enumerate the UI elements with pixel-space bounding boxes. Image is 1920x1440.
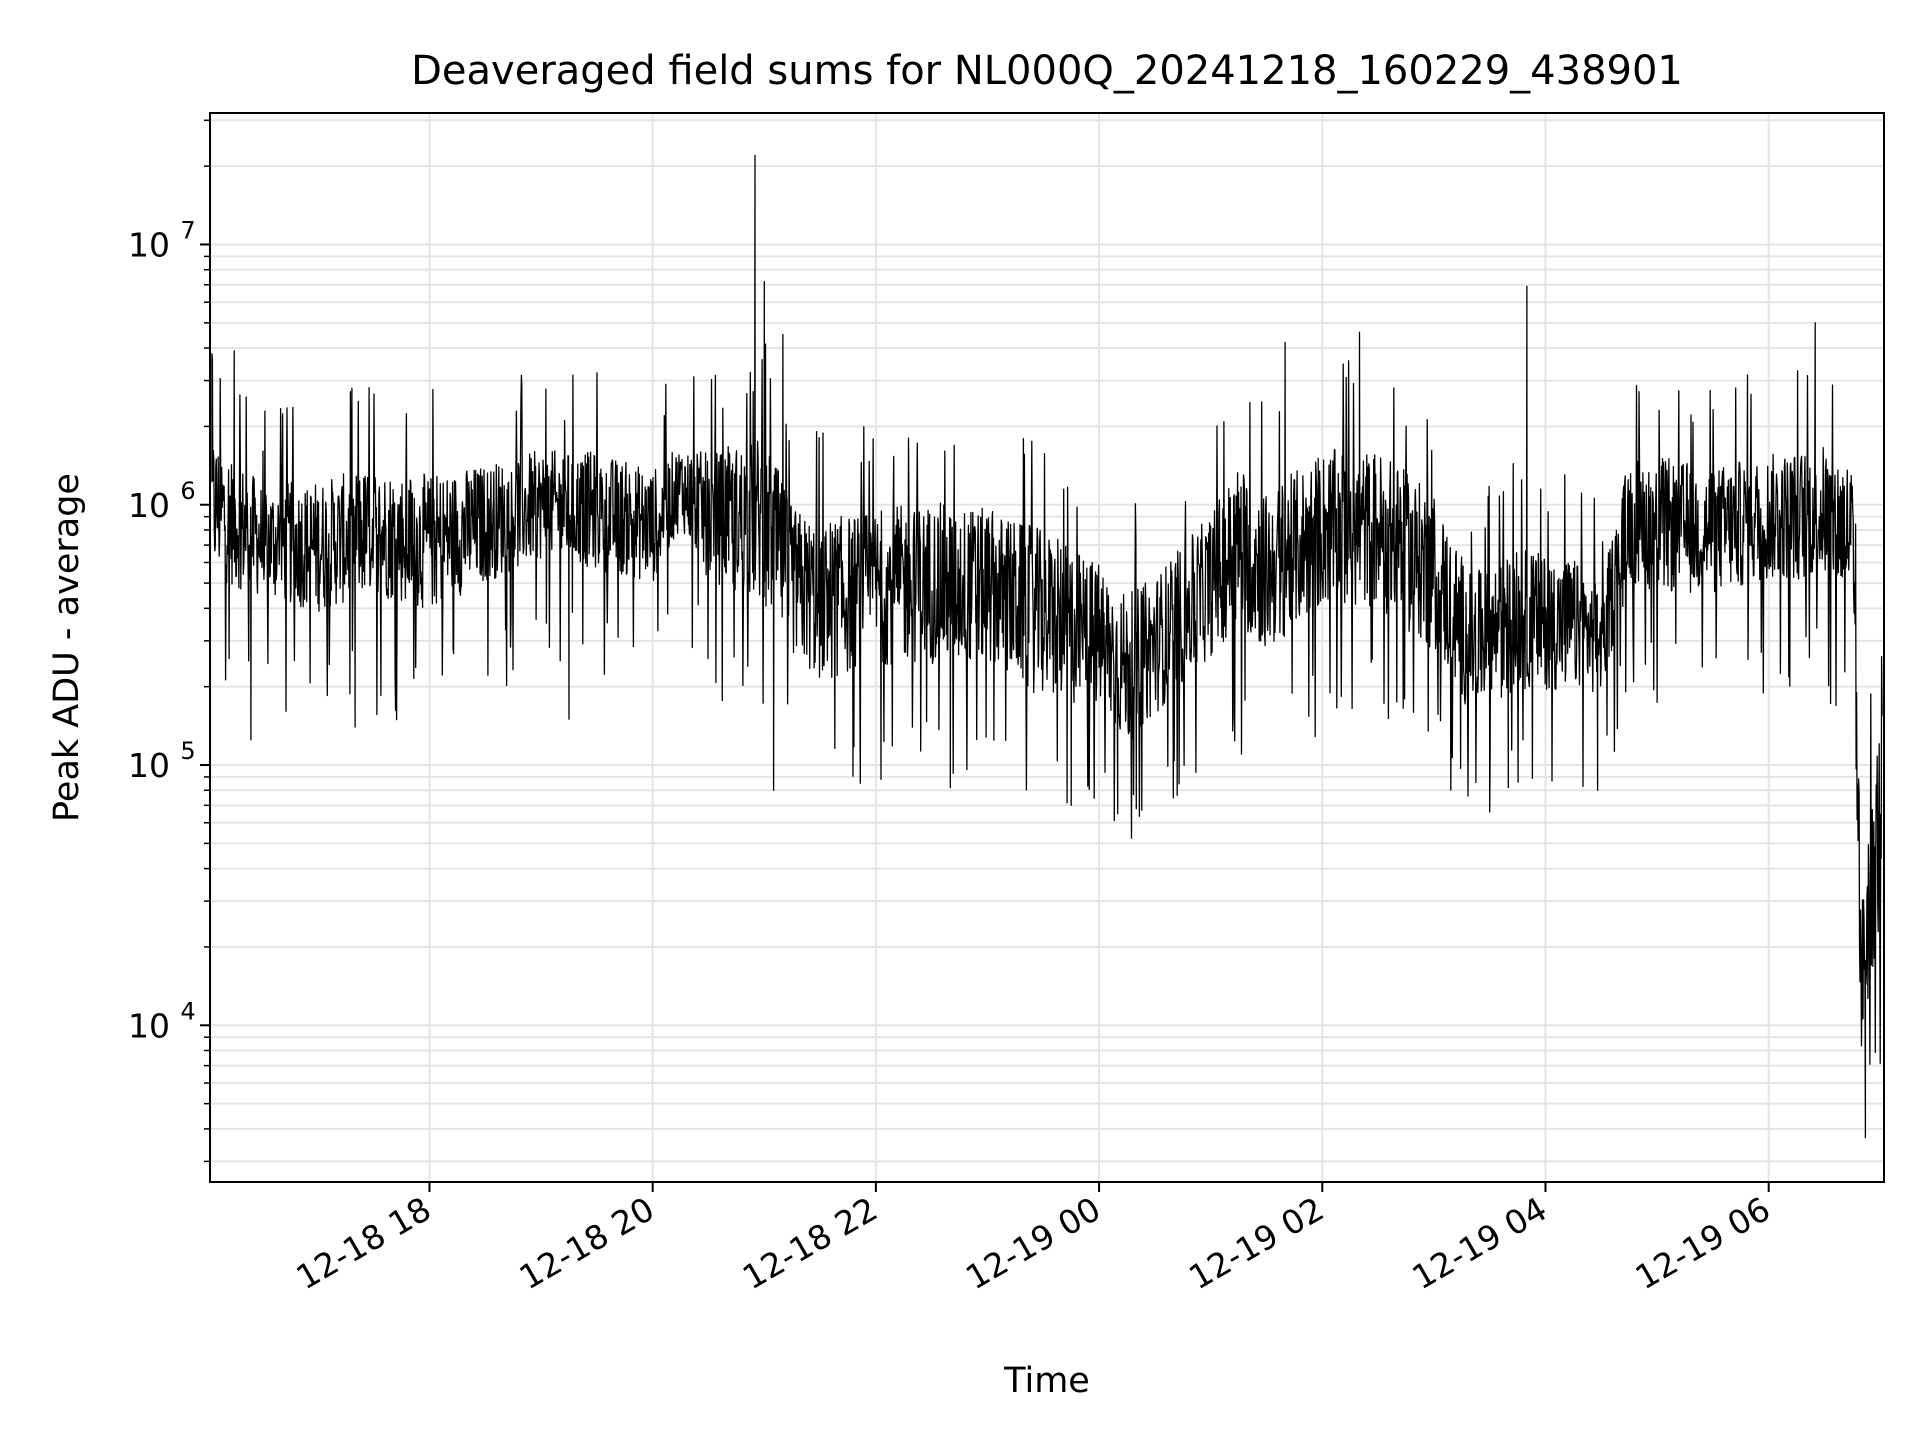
y-tick-label: 10 [128, 746, 170, 785]
y-tick-exponent: 4 [180, 997, 195, 1025]
series-line [211, 154, 1883, 1139]
grid-lines [210, 113, 1884, 1182]
plot-area [211, 154, 1883, 1139]
y-tick-exponent: 5 [180, 737, 195, 765]
y-tick-base: 10 [128, 225, 170, 264]
y-tick-label: 10 [128, 486, 170, 525]
y-axis: 10 4 10 5 10 6 10 7 [128, 119, 210, 1163]
y-tick-exponent: 7 [180, 216, 195, 244]
x-tick-label: 12-19 04 [1405, 1189, 1553, 1297]
y-tick-base: 10 [128, 1006, 170, 1045]
y-tick-label: 10 [128, 1006, 170, 1045]
x-tick-label: 12-19 06 [1629, 1189, 1777, 1297]
x-tick-label: 12-19 02 [1182, 1189, 1330, 1297]
y-axis-label: Peak ADU - average [47, 473, 87, 822]
x-axis-label: Time [1003, 1361, 1090, 1401]
axes-frame [209, 112, 1885, 1183]
y-tick-base: 10 [128, 486, 170, 525]
y-tick-base: 10 [128, 746, 170, 785]
x-axis: 12-18 18 12-18 20 12-18 22 12-19 00 12-19 02… [289, 1182, 1777, 1297]
y-tick-exponent: 6 [180, 477, 195, 505]
x-tick-label: 12-19 00 [959, 1189, 1107, 1297]
x-tick-label: 12-18 18 [289, 1189, 437, 1297]
chart-title: Deaveraged field sums for NL000Q_2024121… [411, 48, 1683, 94]
y-tick-label: 10 [128, 225, 170, 264]
x-tick-label: 12-18 22 [736, 1189, 884, 1297]
x-tick-label: 12-18 20 [513, 1189, 661, 1297]
